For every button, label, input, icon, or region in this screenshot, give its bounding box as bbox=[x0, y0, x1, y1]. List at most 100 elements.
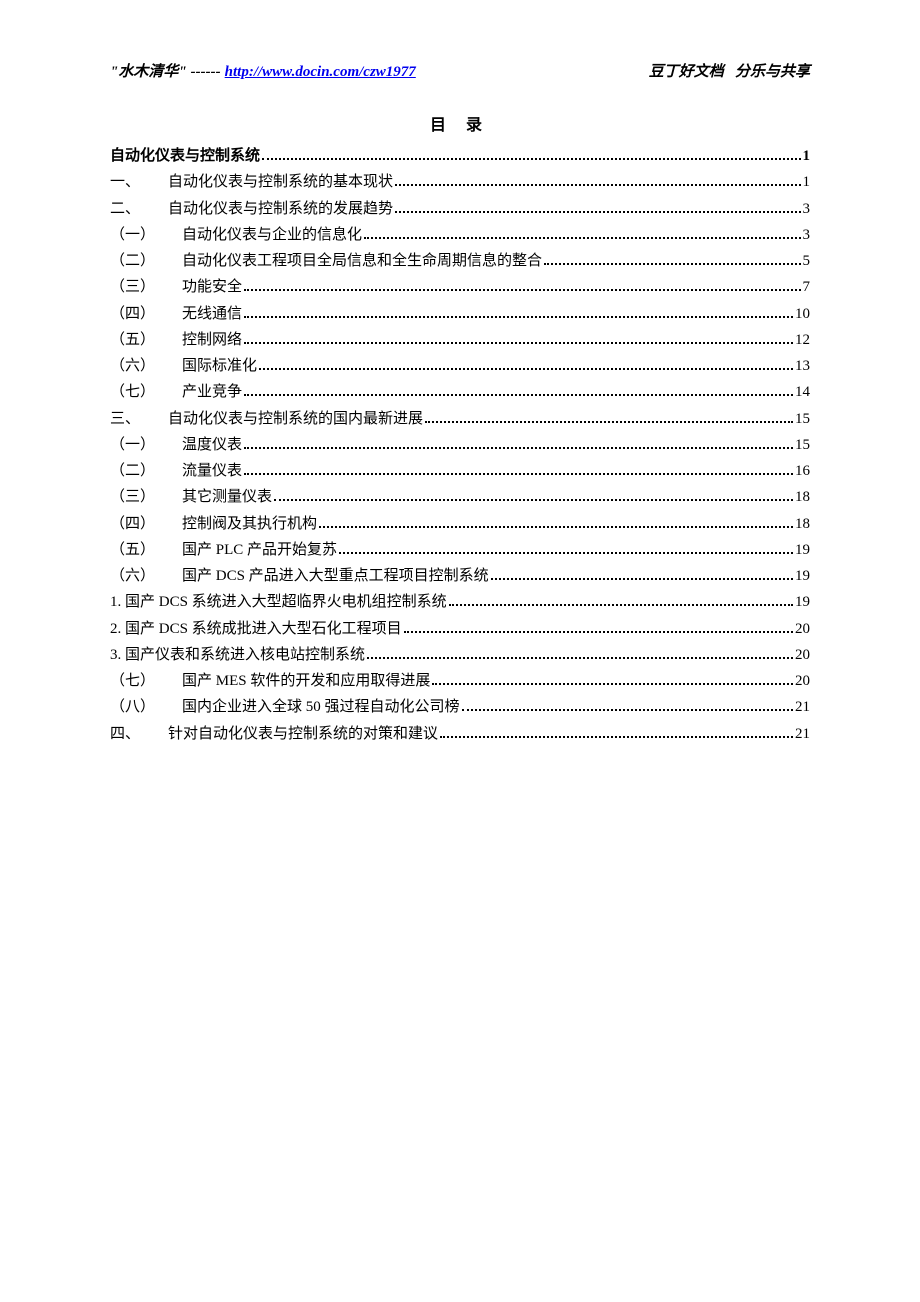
toc-entry-label: 自动化仪表与控制系统 bbox=[110, 143, 260, 169]
toc-entry-label: 三、自动化仪表与控制系统的国内最新进展 bbox=[110, 406, 423, 432]
toc-dots bbox=[432, 683, 793, 685]
toc-entry-text: 无线通信 bbox=[182, 306, 242, 322]
toc-entry: （六）国产 DCS 产品进入大型重点工程项目控制系统 19 bbox=[110, 563, 810, 589]
toc-entry-prefix: （一） bbox=[110, 432, 182, 458]
toc-entry-page: 15 bbox=[795, 432, 810, 458]
toc-dots bbox=[449, 604, 793, 606]
toc-entry: （五）国产 PLC 产品开始复苏19 bbox=[110, 537, 810, 563]
toc-entry-page: 16 bbox=[795, 458, 810, 484]
toc-entry-page: 14 bbox=[795, 379, 810, 405]
toc-entry-page: 13 bbox=[795, 353, 810, 379]
toc-entry: （七）产业竞争 14 bbox=[110, 379, 810, 405]
toc-entry-page: 10 bbox=[795, 301, 810, 327]
toc-container: 自动化仪表与控制系统1一、自动化仪表与控制系统的基本现状1二、自动化仪表与控制系… bbox=[110, 143, 810, 747]
toc-entry-page: 3 bbox=[803, 196, 811, 222]
toc-entry-text: 产业竞争 bbox=[182, 384, 242, 400]
toc-entry: 三、自动化仪表与控制系统的国内最新进展 15 bbox=[110, 406, 810, 432]
toc-entry-text: 国产 DCS 系统成批进入大型石化工程项目 bbox=[125, 621, 402, 637]
toc-entry-text: 自动化仪表与控制系统的基本现状 bbox=[168, 174, 393, 190]
toc-entry-page: 20 bbox=[795, 616, 810, 642]
page-header: "水木清华" ------ http://www.docin.com/czw19… bbox=[110, 60, 810, 81]
toc-entry-prefix: （三） bbox=[110, 484, 182, 510]
toc-entry-prefix: 四、 bbox=[110, 721, 168, 747]
toc-entry-text: 温度仪表 bbox=[182, 437, 242, 453]
toc-dots bbox=[274, 499, 793, 501]
toc-title: 目 录 bbox=[110, 111, 810, 135]
toc-entry-text: 其它测量仪表 bbox=[182, 489, 272, 505]
toc-entry-label: （六）国产 DCS 产品进入大型重点工程项目控制系统 bbox=[110, 563, 489, 589]
toc-entry-prefix: 三、 bbox=[110, 406, 168, 432]
toc-dots bbox=[364, 237, 800, 239]
toc-entry-text: 流量仪表 bbox=[182, 463, 242, 479]
toc-entry-label: （一）自动化仪表与企业的信息化 bbox=[110, 222, 362, 248]
toc-entry-prefix: 一、 bbox=[110, 169, 168, 195]
toc-entry-page: 21 bbox=[795, 721, 810, 747]
toc-entry-prefix: （二） bbox=[110, 248, 182, 274]
toc-entry-page: 1 bbox=[803, 169, 811, 195]
toc-entry-prefix: （四） bbox=[110, 511, 182, 537]
toc-entry-page: 15 bbox=[795, 406, 810, 432]
toc-entry-label: （三）其它测量仪表 bbox=[110, 484, 272, 510]
toc-entry: （三）功能安全 7 bbox=[110, 274, 810, 300]
toc-entry: （四）无线通信 10 bbox=[110, 301, 810, 327]
toc-entry: 1. 国产 DCS 系统进入大型超临界火电机组控制系统19 bbox=[110, 589, 810, 615]
toc-dots bbox=[244, 289, 800, 291]
toc-entry-page: 18 bbox=[795, 511, 810, 537]
toc-entry-prefix: （五） bbox=[110, 537, 182, 563]
toc-entry-prefix: 二、 bbox=[110, 196, 168, 222]
toc-dots bbox=[491, 578, 793, 580]
toc-dots bbox=[244, 394, 793, 396]
toc-dots bbox=[544, 263, 800, 265]
toc-entry: （三）其它测量仪表18 bbox=[110, 484, 810, 510]
toc-entry-prefix: （四） bbox=[110, 301, 182, 327]
toc-entry-label: （三）功能安全 bbox=[110, 274, 242, 300]
toc-dots bbox=[244, 447, 793, 449]
toc-dots bbox=[425, 421, 793, 423]
toc-entry-label: 1. 国产 DCS 系统进入大型超临界火电机组控制系统 bbox=[110, 589, 447, 615]
toc-entry-page: 19 bbox=[795, 563, 810, 589]
toc-entry-prefix: 2. bbox=[110, 621, 125, 637]
toc-entry-text: 自动化仪表与控制系统的发展趋势 bbox=[168, 201, 393, 217]
toc-entry-text: 自动化仪表与控制系统的国内最新进展 bbox=[168, 411, 423, 427]
toc-entry-prefix: （六） bbox=[110, 353, 182, 379]
toc-entry-prefix: （二） bbox=[110, 458, 182, 484]
header-link[interactable]: http://www.docin.com/czw1977 bbox=[225, 64, 416, 81]
toc-entry-text: 国产 PLC 产品开始复苏 bbox=[182, 542, 337, 558]
toc-entry-label: 2. 国产 DCS 系统成批进入大型石化工程项目 bbox=[110, 616, 402, 642]
toc-entry-page: 7 bbox=[803, 274, 811, 300]
toc-entry-prefix: （五） bbox=[110, 327, 182, 353]
toc-entry-text: 控制阀及其执行机构 bbox=[182, 516, 317, 532]
header-right-1: 豆丁好文档 bbox=[649, 64, 724, 80]
toc-dots bbox=[367, 657, 793, 659]
toc-entry: （一）温度仪表 15 bbox=[110, 432, 810, 458]
toc-entry-text: 国内企业进入全球 50 强过程自动化公司榜 bbox=[182, 699, 460, 715]
toc-entry-page: 3 bbox=[803, 222, 811, 248]
toc-entry: 2. 国产 DCS 系统成批进入大型石化工程项目 20 bbox=[110, 616, 810, 642]
toc-entry-label: （七）国产 MES 软件的开发和应用取得进展 bbox=[110, 668, 430, 694]
toc-entry-label: （八）国内企业进入全球 50 强过程自动化公司榜 bbox=[110, 694, 460, 720]
toc-entry-label: （七）产业竞争 bbox=[110, 379, 242, 405]
toc-entry-page: 1 bbox=[803, 143, 811, 169]
toc-entry: 四、针对自动化仪表与控制系统的对策和建议21 bbox=[110, 721, 810, 747]
header-title: "水木清华" bbox=[110, 60, 187, 81]
toc-dots bbox=[244, 316, 793, 318]
toc-entry-page: 5 bbox=[803, 248, 811, 274]
toc-entry: （六）国际标准化13 bbox=[110, 353, 810, 379]
toc-dots bbox=[395, 211, 800, 213]
toc-entry-text: 自动化仪表与控制系统 bbox=[110, 148, 260, 164]
toc-entry-prefix: 1. bbox=[110, 594, 125, 610]
toc-entry-prefix: 3. bbox=[110, 647, 125, 663]
toc-dots bbox=[244, 473, 793, 475]
toc-entry-text: 国产 MES 软件的开发和应用取得进展 bbox=[182, 673, 430, 689]
toc-entry-label: （二）流量仪表 bbox=[110, 458, 242, 484]
toc-entry-text: 自动化仪表与企业的信息化 bbox=[182, 227, 362, 243]
toc-dots bbox=[395, 184, 800, 186]
toc-entry-prefix: （一） bbox=[110, 222, 182, 248]
toc-entry: （二）流量仪表 16 bbox=[110, 458, 810, 484]
toc-entry-label: （五）控制网络 bbox=[110, 327, 242, 353]
toc-entry-prefix: （七） bbox=[110, 668, 182, 694]
toc-entry-page: 12 bbox=[795, 327, 810, 353]
toc-entry: （八）国内企业进入全球 50 强过程自动化公司榜 21 bbox=[110, 694, 810, 720]
toc-entry-page: 21 bbox=[795, 694, 810, 720]
toc-entry: 自动化仪表与控制系统 1 bbox=[110, 143, 810, 169]
